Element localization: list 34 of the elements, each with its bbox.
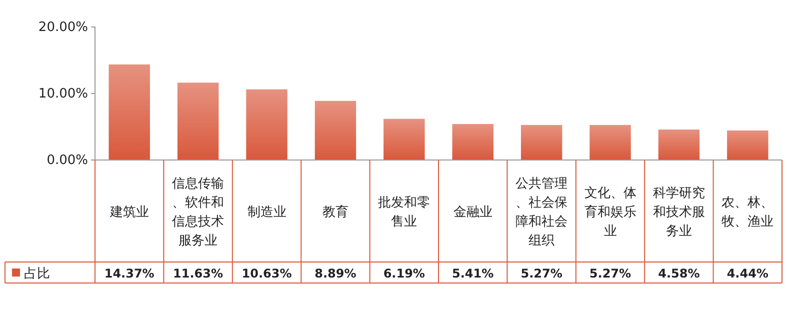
bar xyxy=(314,100,356,160)
x-tick-label: 农、林、牧、渔业 xyxy=(722,196,774,230)
bar xyxy=(177,82,219,160)
bar xyxy=(658,130,700,160)
data-label: 5.27% xyxy=(520,266,562,280)
bar xyxy=(246,89,288,160)
legend-label: 占比 xyxy=(24,266,50,282)
data-label: 14.37% xyxy=(104,266,154,280)
x-tick-label: 批发和零售业 xyxy=(378,196,430,230)
y-tick-label: 0.00% xyxy=(46,153,88,168)
bar xyxy=(108,64,150,160)
x-tick-label: 文化、体育和娱乐业 xyxy=(584,186,636,239)
data-label: 4.44% xyxy=(726,266,768,280)
data-label: 5.27% xyxy=(589,266,632,280)
bar xyxy=(590,124,631,160)
y-tick-label: 10.00% xyxy=(38,86,88,102)
data-label: 4.58% xyxy=(658,266,700,280)
bar xyxy=(452,124,494,160)
data-label: 8.89% xyxy=(314,266,356,280)
x-tick-label: 教育 xyxy=(322,204,348,220)
x-tick-label: 金融业 xyxy=(453,205,492,220)
x-tick-label: 公共管理、社会保障和社会组织 xyxy=(516,176,568,248)
y-tick-label: 20.00% xyxy=(38,20,88,36)
x-tick-label: 科学研究和技术服务业 xyxy=(652,186,705,239)
x-tick-label: 建筑业 xyxy=(108,205,149,220)
bar xyxy=(384,118,425,160)
x-tick-label: 信息传输、软件和信息技术服务业 xyxy=(172,176,224,248)
bar xyxy=(727,130,768,160)
x-tick-label: 制造业 xyxy=(247,205,286,220)
bar xyxy=(520,124,562,160)
data-label: 11.63% xyxy=(173,266,224,280)
data-label: 6.19% xyxy=(383,266,425,280)
data-label: 5.41% xyxy=(452,266,494,280)
data-label: 10.63% xyxy=(242,266,292,280)
